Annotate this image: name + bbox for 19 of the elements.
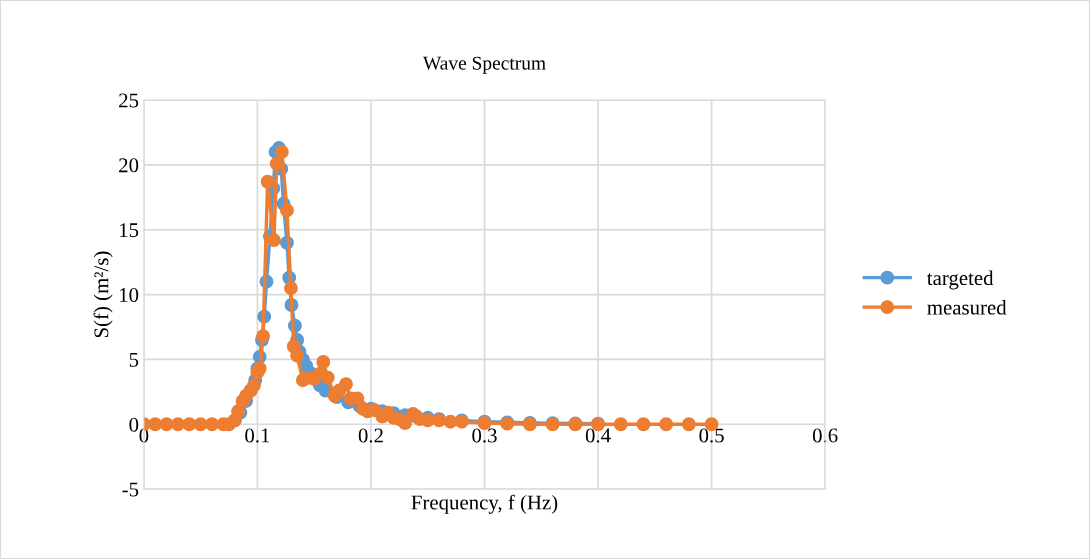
legend-label: targeted	[927, 270, 994, 290]
legend-label: measured	[927, 299, 1007, 315]
x-tick-label: 0.1	[245, 428, 270, 443]
x-tick-label: 0.3	[472, 428, 497, 443]
x-tick-label: 0.4	[585, 428, 611, 443]
y-tick-label: 5	[129, 353, 139, 367]
y-tick-label: 0	[129, 417, 139, 432]
x-axis-title: Frequency, f (Hz)	[411, 494, 558, 514]
y-tick-label: 25	[119, 93, 139, 108]
chart-title: Wave Spectrum	[422, 56, 546, 74]
y-tick-label: 20	[119, 158, 139, 173]
y-tick-label: -5	[122, 482, 139, 497]
x-tick-label: 0	[139, 428, 149, 443]
y-axis-title: S(f) (m²/s)	[93, 251, 113, 338]
x-tick-label: 0.2	[358, 428, 383, 443]
y-tick-label: 15	[120, 223, 139, 238]
y-tick-label: 10	[120, 287, 139, 303]
x-tick-label: 0.6	[812, 428, 838, 443]
x-tick-label: 0.5	[699, 428, 724, 443]
